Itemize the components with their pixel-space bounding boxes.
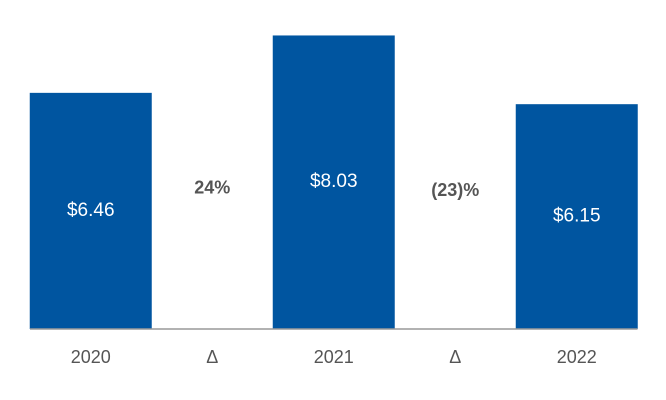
value-label: $6.15 [553, 206, 601, 227]
x-tick-label: 2022 [557, 347, 597, 367]
value-label: $8.03 [310, 171, 358, 192]
x-tick-label: 2020 [71, 347, 111, 367]
bar [272, 35, 395, 329]
change-label: (23)% [431, 180, 479, 200]
bar [515, 104, 638, 329]
value-label: $6.46 [67, 200, 115, 221]
x-tick-label: 2021 [314, 347, 354, 367]
x-tick-label: Δ [449, 347, 461, 367]
bar [29, 92, 152, 330]
x-tick-label: Δ [206, 347, 218, 367]
change-label: 24% [194, 177, 230, 197]
